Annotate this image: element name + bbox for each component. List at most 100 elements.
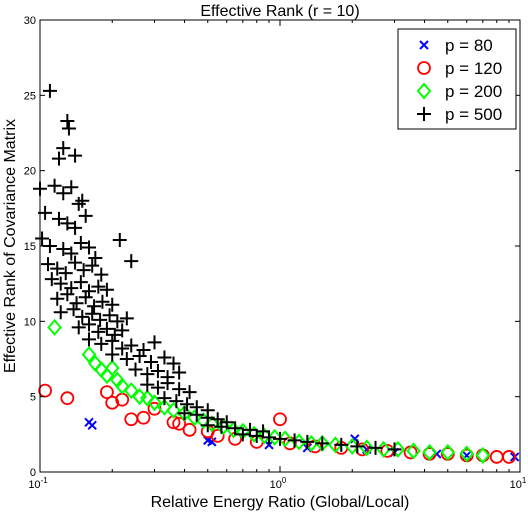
y-tick-label: 0	[30, 467, 36, 479]
data-point	[85, 306, 100, 321]
data-point	[35, 231, 50, 246]
y-axis-ticks: 0 5 10 15 20 25 30	[24, 15, 520, 479]
legend-label: p = 500	[445, 105, 502, 124]
data-point	[38, 383, 52, 398]
data-point	[41, 257, 56, 272]
data-point	[119, 352, 134, 366]
data-point	[243, 422, 258, 437]
data-point	[182, 385, 197, 400]
x-axis-ticks: 10-1 100 101	[28, 20, 527, 491]
legend-box	[397, 28, 517, 130]
data-point	[189, 407, 204, 422]
data-point	[124, 412, 139, 427]
data-point	[81, 317, 96, 332]
data-point	[60, 391, 75, 406]
data-point	[42, 83, 57, 98]
data-point	[52, 211, 67, 226]
data-point	[50, 261, 65, 276]
data-point	[502, 450, 516, 464]
data-point	[81, 240, 96, 255]
legend: p = 80 p = 120 p = 200 p = 500	[397, 28, 517, 130]
y-tick-label: 20	[24, 166, 36, 178]
data-point	[78, 290, 93, 305]
data-point	[150, 380, 165, 395]
data-point	[71, 320, 86, 335]
data-point	[157, 398, 172, 416]
data-point	[143, 355, 158, 370]
data-point	[73, 275, 88, 290]
series-+	[33, 83, 402, 457]
data-point	[105, 395, 120, 410]
data-point	[157, 391, 172, 406]
x-tick-label: 100	[270, 476, 287, 491]
data-point	[387, 442, 402, 457]
data-point	[172, 365, 187, 380]
data-point	[87, 420, 97, 431]
data-point	[87, 299, 102, 314]
data-point	[140, 377, 155, 392]
data-point	[42, 239, 57, 253]
data-point	[287, 433, 302, 448]
data-point	[422, 443, 437, 461]
data-point	[200, 418, 215, 433]
data-point	[277, 430, 293, 448]
data-point	[123, 382, 139, 400]
data-point	[68, 255, 83, 270]
data-point	[368, 440, 383, 455]
data-point	[56, 242, 71, 257]
data-point	[207, 437, 217, 447]
data-point	[119, 311, 134, 326]
data-point	[110, 314, 125, 329]
data-point	[58, 266, 73, 281]
data-point	[47, 318, 62, 336]
data-point	[262, 430, 277, 445]
data-point	[76, 263, 91, 278]
y-tick-label: 30	[24, 15, 36, 27]
data-point	[406, 442, 421, 460]
data-point	[172, 416, 187, 431]
data-point	[350, 439, 365, 454]
legend-marker	[416, 82, 432, 100]
data-point	[104, 359, 120, 377]
data-point	[489, 450, 504, 464]
data-point	[78, 208, 93, 223]
data-point	[69, 296, 84, 311]
data-point	[273, 431, 287, 446]
data-point	[56, 186, 71, 201]
data-point	[114, 377, 130, 395]
y-tick-label: 10	[24, 316, 36, 328]
data-point	[50, 291, 65, 306]
data-point	[115, 341, 130, 356]
data-point	[66, 302, 81, 317]
data-point	[273, 412, 287, 427]
chart-title: Effective Rank (r = 10)	[200, 3, 359, 20]
data-point	[73, 235, 88, 250]
x-tick-label: 10-1	[28, 476, 48, 491]
data-point	[64, 180, 79, 195]
data-point	[71, 196, 86, 211]
x-tick-label: 101	[510, 476, 527, 491]
y-axis-label: Effective Rank of Covariance Matrix	[2, 119, 19, 373]
data-point	[60, 216, 75, 231]
data-point	[56, 141, 71, 156]
data-point	[81, 284, 96, 299]
data-point	[112, 232, 127, 247]
legend-marker	[417, 61, 431, 75]
data-point	[53, 305, 68, 320]
data-point	[91, 324, 106, 339]
data-point	[140, 389, 155, 407]
data-point	[177, 406, 192, 421]
data-point	[60, 287, 75, 302]
legend-label: p = 200	[445, 82, 502, 101]
data-point	[105, 333, 120, 348]
data-point	[94, 336, 109, 351]
data-point	[47, 178, 62, 193]
data-point	[157, 350, 172, 365]
data-point	[124, 338, 139, 353]
data-point	[150, 364, 165, 379]
data-point	[180, 397, 195, 412]
data-point	[81, 345, 97, 364]
data-point	[210, 428, 225, 443]
data-point	[75, 193, 90, 208]
